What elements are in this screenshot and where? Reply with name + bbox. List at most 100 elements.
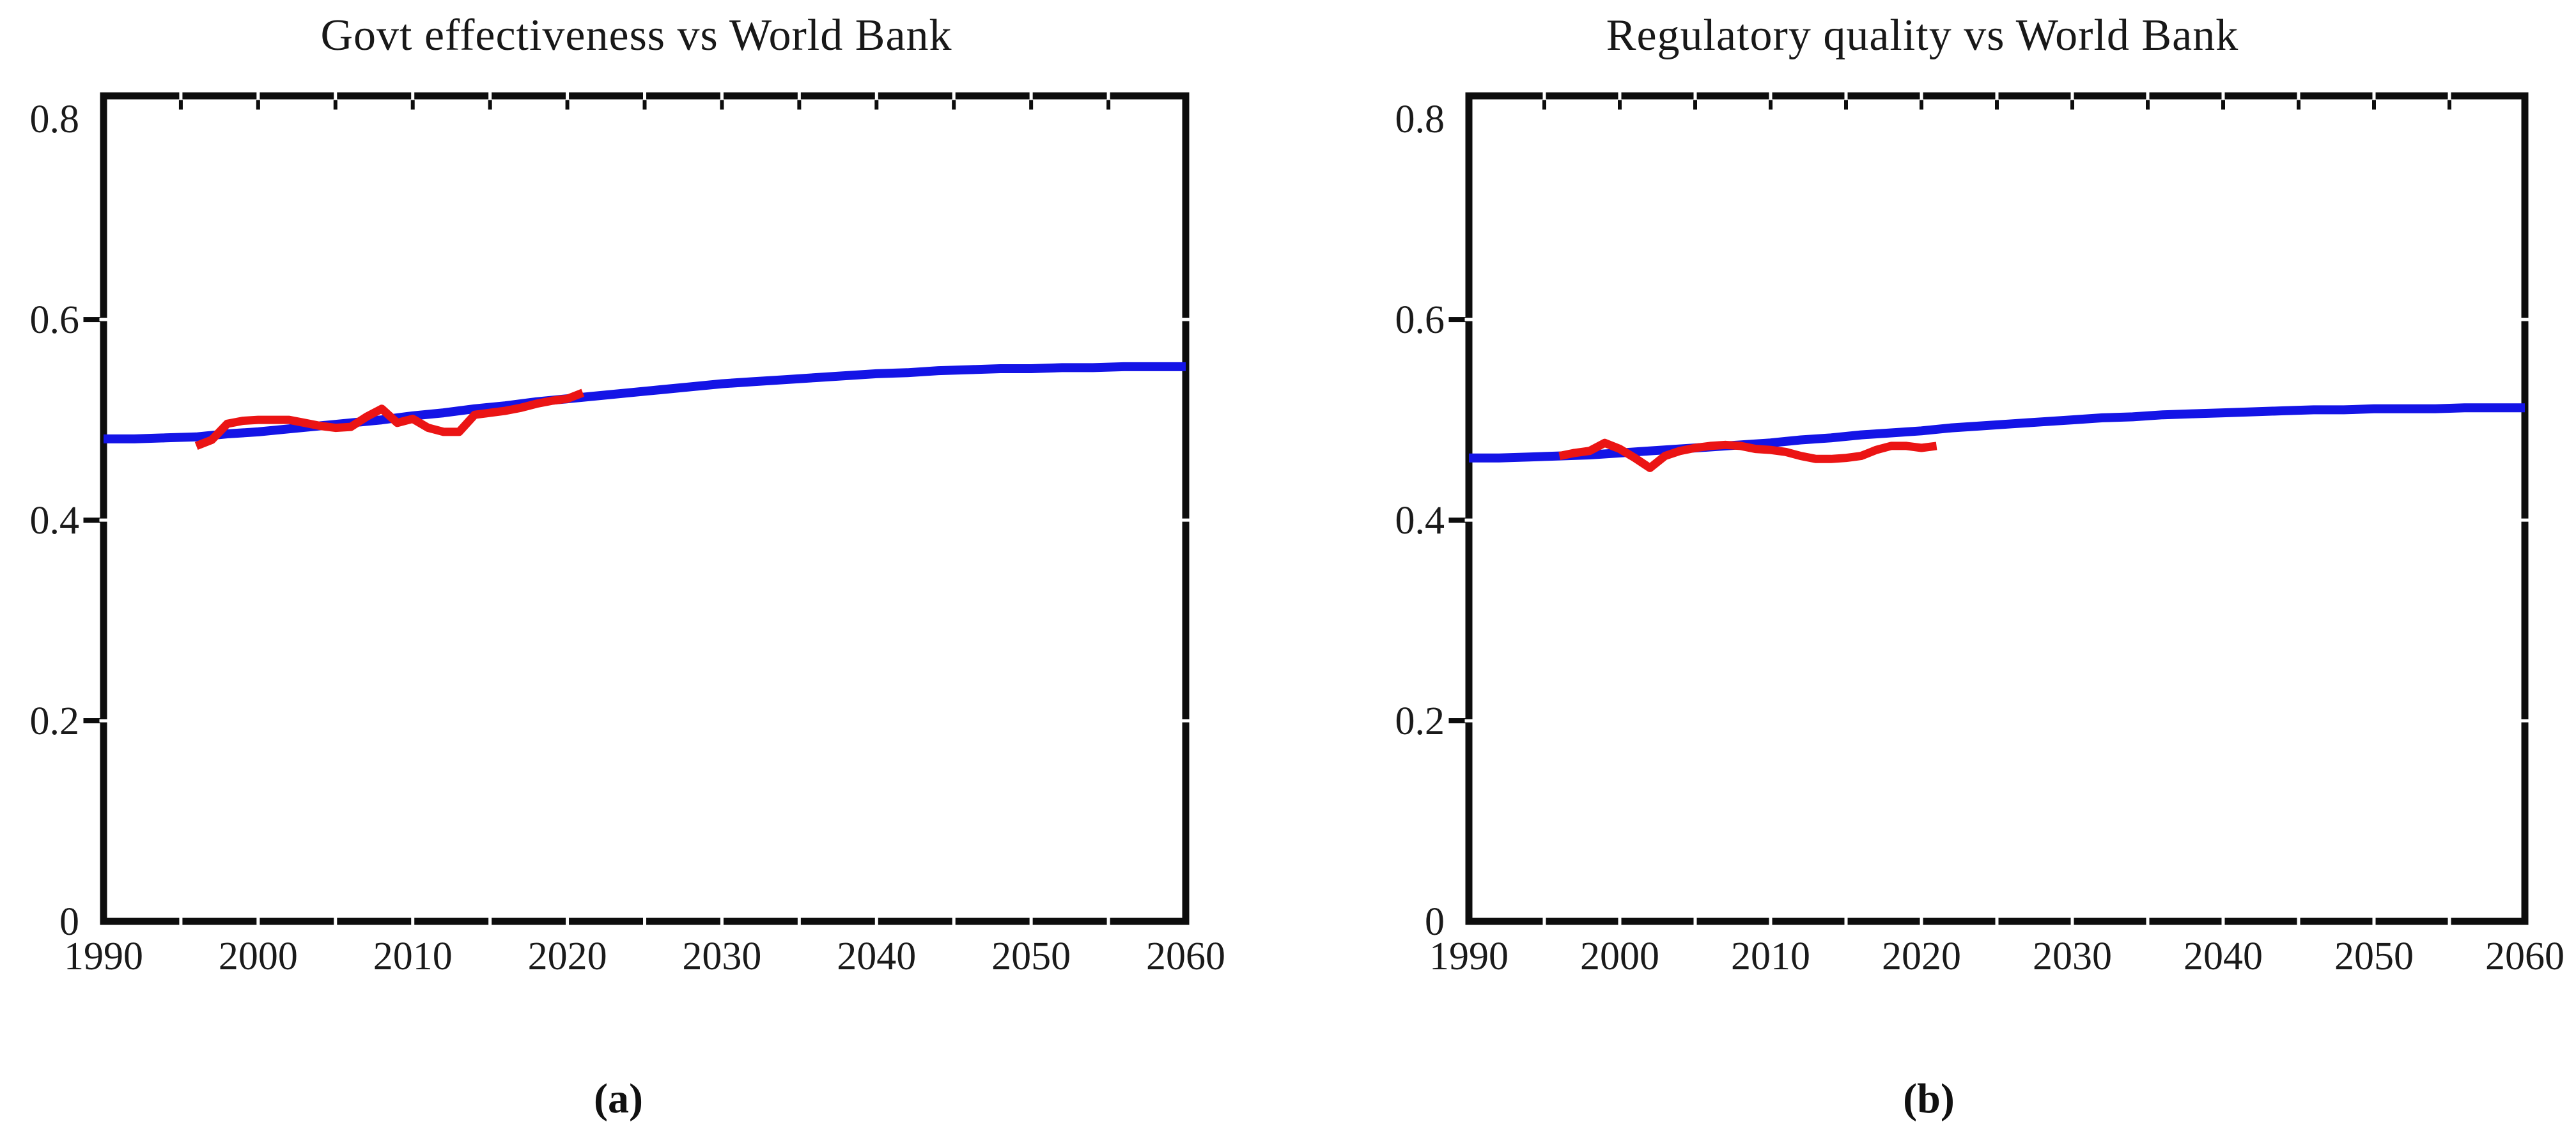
x-tick-notch [1844, 917, 1848, 926]
model-line-a [104, 362, 1186, 443]
x-tick-tooth [1618, 100, 1622, 110]
x-tick-label: 1990 [1429, 935, 1509, 978]
y-tick-notch [99, 318, 108, 321]
y-tick-label: 0 [1425, 900, 1445, 944]
x-tick-notch [1029, 917, 1033, 926]
plot-frame-b [1465, 92, 2529, 925]
x-tick-tooth [1542, 100, 1546, 110]
x-tick-tooth [1693, 100, 1697, 110]
x-tick-notch [1995, 917, 1999, 926]
y-tick-notch [99, 518, 108, 522]
x-tick-tooth [565, 100, 570, 110]
x-tick-notch-top [256, 91, 260, 100]
x-tick-notch-top [1029, 91, 1033, 100]
x-tick-notch [256, 917, 260, 926]
x-tick-tooth [2146, 100, 2150, 110]
world-bank-data-line-a [194, 388, 585, 450]
x-tick-notch-top [334, 91, 338, 100]
x-tick-notch-top [2221, 91, 2225, 100]
x-tick-notch-top [488, 91, 492, 100]
x-tick-label: 2000 [219, 935, 298, 978]
y-tick-label: 0.2 [1395, 700, 1445, 743]
x-tick-label: 2030 [2033, 935, 2112, 978]
x-tick-tooth [178, 100, 183, 110]
x-tick-notch [1920, 917, 1923, 926]
x-tick-label: 2050 [2334, 935, 2414, 978]
y-tick-notch-right [1181, 719, 1190, 723]
y-tick-mark [1448, 317, 1466, 323]
y-tick-notch [1464, 518, 1473, 522]
x-tick-notch [720, 917, 724, 926]
x-tick-notch-top [797, 91, 801, 100]
x-tick-label: 2020 [528, 935, 607, 978]
x-tick-tooth [1029, 100, 1034, 110]
y-tick-label: 0.2 [30, 700, 80, 743]
y-tick-mark [83, 317, 100, 323]
plot-frame-a [100, 92, 1190, 925]
x-tick-notch [488, 917, 492, 926]
y-tick-label: 0 [59, 900, 79, 944]
x-tick-notch-top [1693, 91, 1697, 100]
x-tick-notch-top [952, 91, 956, 100]
y-tick-mark [83, 518, 100, 523]
x-tick-notch-top [874, 91, 878, 100]
chart-b: 0 0.2 0.4 0.6 0.8 1990 2000 2010 2020 2030 2040 205… [1395, 91, 2564, 978]
x-tick-tooth [256, 100, 260, 110]
x-tick-notch [2297, 917, 2301, 926]
x-tick-notch-top [1542, 91, 1546, 100]
chart-b-caption: (b) [1903, 1075, 1955, 1122]
x-tick-tooth [2070, 100, 2074, 110]
chart-b-title: Regulatory quality vs World Bank [1606, 11, 2239, 60]
x-tick-tooth [1920, 100, 1923, 110]
y-tick-label: 0.6 [30, 298, 80, 342]
x-tick-tooth [2448, 100, 2451, 110]
x-tick-label: 2050 [991, 935, 1071, 978]
x-tick-notch [411, 917, 415, 926]
x-tick-tooth [1844, 100, 1848, 110]
x-tick-notch [334, 917, 338, 926]
chart-a-title: Govt effectiveness vs World Bank [320, 11, 952, 60]
x-tick-notch [874, 917, 878, 926]
x-tick-tooth [488, 100, 492, 110]
x-tick-notch-top [1769, 91, 1773, 100]
x-tick-notch-top [1844, 91, 1848, 100]
x-tick-notch-top [2372, 91, 2376, 100]
y-tick-label: 0.6 [1395, 298, 1445, 342]
x-tick-label: 2010 [1731, 935, 1810, 978]
x-tick-notch-top [1995, 91, 1999, 100]
model-line-b [1469, 403, 2525, 463]
x-tick-notch [2221, 917, 2225, 926]
x-tick-notch-top [566, 91, 570, 100]
x-tick-tooth [797, 100, 802, 110]
x-tick-tooth [2372, 100, 2376, 110]
x-tick-notch-top [2070, 91, 2074, 100]
x-tick-notch [1618, 917, 1622, 926]
x-tick-notch [2070, 917, 2074, 926]
x-tick-notch-top [2297, 91, 2301, 100]
x-tick-notch-top [720, 91, 724, 100]
x-tick-notch [952, 917, 956, 926]
y-tick-notch-right [2520, 719, 2529, 723]
world-bank-data-line-b [1558, 438, 1937, 472]
x-tick-notch-top [1106, 91, 1110, 100]
y-tick-notch [99, 719, 108, 723]
x-tick-tooth [952, 100, 956, 110]
x-tick-label: 1990 [64, 935, 143, 978]
x-tick-notch-top [1618, 91, 1622, 100]
chart-a: 0 0.2 0.4 0.6 0.8 1990 2000 2010 2020 2030 2040 205… [30, 91, 1225, 978]
x-tick-notch [1542, 917, 1546, 926]
x-tick-label: 2000 [1580, 935, 1659, 978]
x-tick-notch [566, 917, 570, 926]
x-tick-tooth [1106, 100, 1111, 110]
y-tick-label: 0.4 [1395, 499, 1445, 542]
x-tick-notch-top [411, 91, 415, 100]
x-tick-label: 2030 [682, 935, 761, 978]
y-tick-notch-right [2520, 518, 2529, 522]
y-tick-notch-right [2520, 318, 2529, 321]
x-tick-notch-top [179, 91, 183, 100]
x-tick-tooth [720, 100, 724, 110]
y-tick-label: 0.8 [1395, 98, 1445, 141]
x-tick-label: 2060 [2485, 935, 2564, 978]
